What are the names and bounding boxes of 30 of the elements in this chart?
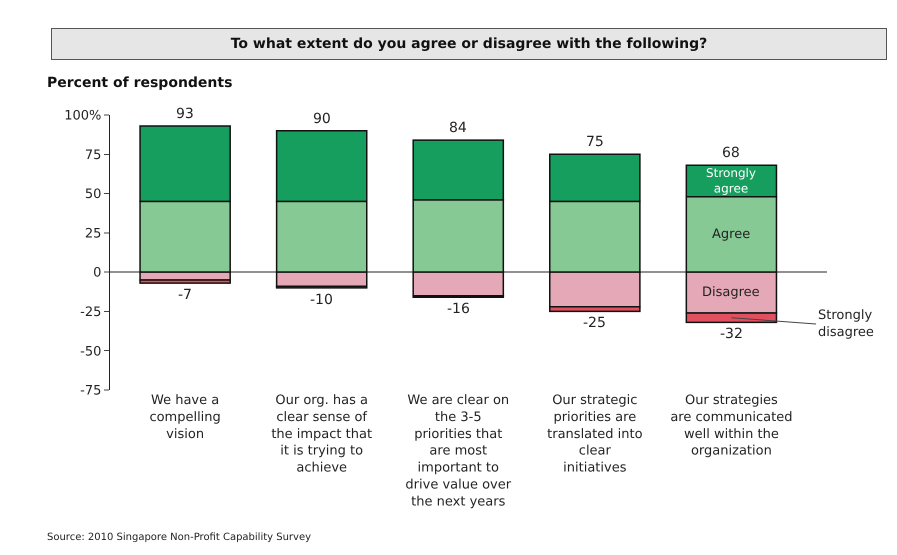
y-tick-label: -50: [80, 344, 102, 360]
y-tick-label: -75: [80, 384, 102, 399]
y-tick-label: 75: [84, 148, 102, 163]
y-tick-label: -25: [80, 304, 102, 320]
y-tick-label: 0: [93, 266, 102, 281]
text: Strongly disagree: [818, 308, 874, 340]
text: -7: [178, 287, 192, 303]
y-tick-label: 25: [84, 226, 102, 242]
y-tick-label: 100%: [64, 108, 102, 124]
y-axis-title: Percent of respondents: [47, 75, 232, 91]
text: -25: [583, 315, 606, 331]
x-tick-label: Our org. has a clear sense of the impact that it is trying to achieve: [271, 393, 372, 476]
text: 75: [586, 134, 604, 150]
x-tick-label: Our strategies are communicated well within the organization: [670, 393, 792, 459]
chart-title: To what extent do you agree or disagree with the following?: [230, 36, 708, 52]
text: -32: [720, 326, 743, 342]
source-note: Source: 2010 Singapore Non-Profit Capability Survey: [47, 532, 312, 543]
x-tick-label: Our strategic priorities are translated into clear initiatives: [547, 393, 643, 476]
series-label: Disagree: [702, 285, 760, 300]
y-tick-label: 50: [84, 187, 102, 202]
text: 84: [449, 120, 467, 136]
text: -10: [310, 292, 333, 308]
series-label: Agree: [712, 227, 750, 242]
text: 90: [313, 111, 331, 127]
text: 68: [722, 145, 740, 161]
series-label: Strongly agree: [706, 166, 756, 196]
x-tick-label: We are clear on the 3-5 priorities that are most important to drive value over the next years: [405, 393, 512, 510]
text: -16: [447, 301, 470, 317]
text: 93: [176, 106, 194, 122]
x-tick-label: We have a compelling vision: [149, 393, 221, 442]
